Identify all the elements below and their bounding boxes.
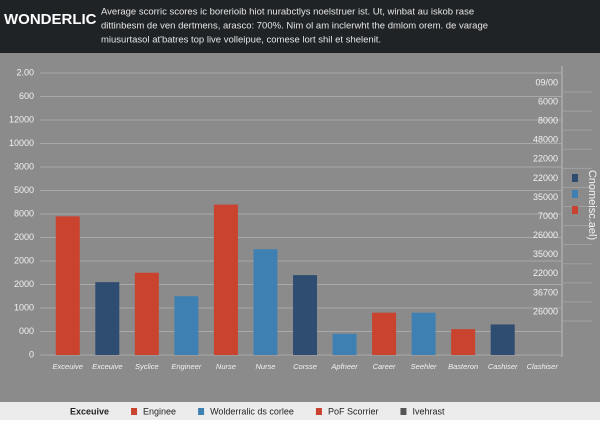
header-text: Average scorric scores ic borerioib hiot… xyxy=(101,7,474,18)
y-tick-label: 2.00 xyxy=(16,67,34,77)
right-axis-label: 7000 xyxy=(538,211,558,221)
y-tick-label: 8000 xyxy=(14,208,34,218)
y-tick-label: 10000 xyxy=(9,138,34,148)
right-axis-label: 26000 xyxy=(533,230,558,240)
y-tick-label: 5000 xyxy=(14,185,34,195)
legend-label: Exceuive xyxy=(70,406,109,416)
bar xyxy=(490,324,515,355)
x-tick-label: Syclice xyxy=(135,362,159,371)
y-tick-label: 000 xyxy=(19,326,34,336)
right-axis-label: 35000 xyxy=(533,249,558,259)
legend-label: Ivehrast xyxy=(412,406,445,416)
y-tick-label: 0 xyxy=(29,349,34,359)
right-axis-label: 22000 xyxy=(533,154,558,164)
y-tick-label: 600 xyxy=(19,91,34,101)
legend-swatch xyxy=(315,408,322,415)
legend-label: PoF Scorrier xyxy=(328,406,379,416)
legend-label: Wolderralic ds corlee xyxy=(210,406,294,416)
bar xyxy=(174,296,199,355)
legend-swatch xyxy=(400,408,407,415)
y-tick-label: 2000 xyxy=(14,255,34,265)
x-tick-label: Exceuive xyxy=(53,362,83,371)
y-tick-label: 2000 xyxy=(14,279,34,289)
right-swatch xyxy=(572,206,578,214)
bar xyxy=(134,272,159,355)
brand: WONDERLIC xyxy=(4,11,97,28)
bar xyxy=(332,333,357,355)
x-tick-label: Seehler xyxy=(411,362,437,371)
right-axis-label: 22000 xyxy=(533,268,558,278)
x-tick-label: Nurse xyxy=(255,362,275,371)
legend-label: Enginee xyxy=(143,406,176,416)
x-tick-label: Engineer xyxy=(171,362,202,371)
legend-swatch xyxy=(198,408,205,415)
right-axis-label: 09/00 xyxy=(535,77,558,87)
bar xyxy=(411,312,436,355)
legend-swatch xyxy=(131,408,138,415)
bar xyxy=(372,312,397,355)
right-axis-label: 26000 xyxy=(533,306,558,316)
y-tick-label: 1000 xyxy=(14,302,34,312)
right-axis-title: Cnomeisc.ael) xyxy=(586,170,598,240)
right-axis-label: 48000 xyxy=(533,135,558,145)
y-tick-label: 12000 xyxy=(9,114,34,124)
right-axis-label: 8000 xyxy=(538,116,558,126)
x-tick-label: Cashiser xyxy=(488,362,518,371)
bar xyxy=(293,275,317,355)
right-axis-label: 22000 xyxy=(533,173,558,183)
x-tick-label: Corsse xyxy=(293,362,317,371)
x-tick-label: Career xyxy=(373,362,396,371)
right-swatch xyxy=(572,190,578,198)
bar xyxy=(253,249,278,355)
bar xyxy=(451,329,476,355)
x-tick-label: Exceuive xyxy=(92,362,122,371)
bar xyxy=(55,216,80,355)
bar xyxy=(95,282,120,355)
right-swatch xyxy=(572,174,578,182)
x-tick-label: Clashiser xyxy=(527,362,559,371)
x-tick-label: Apfneer xyxy=(330,362,358,371)
bar xyxy=(213,204,238,355)
y-tick-label: 2000 xyxy=(14,232,34,242)
legend-bar xyxy=(0,402,600,420)
x-tick-label: Nurse xyxy=(216,362,236,371)
right-axis-label: 6000 xyxy=(538,96,558,106)
header-text: dittinbesm de ven dertmens, arasco: 700%… xyxy=(101,21,488,32)
header-text: miusurtasol at'batres top live volleipue… xyxy=(101,35,381,46)
x-tick-label: Basteron xyxy=(448,362,478,371)
right-axis-label: 35000 xyxy=(533,192,558,202)
right-axis-label: 36700 xyxy=(533,287,558,297)
y-tick-label: 3000 xyxy=(14,161,34,171)
header-bar xyxy=(0,0,600,53)
